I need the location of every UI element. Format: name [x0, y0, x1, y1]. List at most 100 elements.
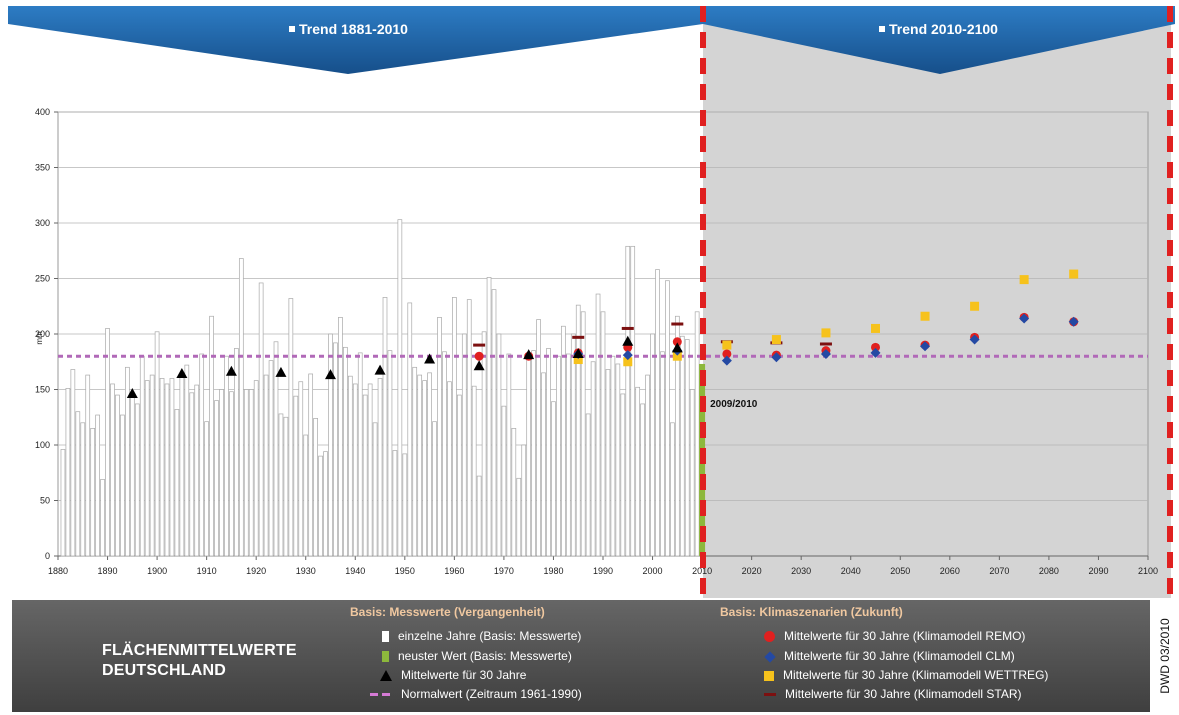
- annual-bar: [248, 389, 254, 557]
- y-tick-label: 150: [35, 385, 50, 395]
- annual-bar: [273, 341, 279, 557]
- yellow-square-icon: [764, 670, 774, 681]
- annual-bar: [115, 394, 120, 557]
- annual-bar: [134, 403, 140, 557]
- annual-bar: [407, 302, 413, 557]
- annual-bar: [570, 333, 576, 557]
- annual-bar: [437, 317, 442, 557]
- annual-bar: [90, 428, 96, 557]
- annual-bar: [546, 348, 551, 557]
- annual-bar: [80, 422, 86, 557]
- future-area-background: [703, 6, 1171, 598]
- annual-bar: [660, 351, 665, 557]
- legend-item-mean: Mittelwerte für 30 Jahre: [380, 667, 526, 683]
- annual-bar: [511, 428, 517, 557]
- annual-bar: [308, 373, 314, 557]
- annual-bar: [392, 450, 398, 557]
- annual-bar: [452, 297, 457, 557]
- annual-bar: [645, 374, 650, 557]
- annual-bar: [283, 416, 289, 557]
- annual-bar: [214, 400, 219, 557]
- x-tick-label: 1930: [296, 566, 316, 576]
- annual-bar: [531, 350, 536, 557]
- remo-marker: [672, 337, 682, 347]
- wettreg-marker: [920, 311, 930, 321]
- annual-bar: [521, 444, 527, 557]
- svg-text:Trend 1881-2010: Trend 1881-2010: [299, 21, 408, 37]
- star-marker: [621, 326, 634, 330]
- annual-bar: [684, 339, 690, 557]
- clm-marker: [820, 348, 831, 359]
- annual-bar: [199, 353, 205, 557]
- annual-bar: [590, 361, 596, 557]
- mean-triangle-marker: [671, 342, 683, 353]
- annual-bar: [417, 374, 423, 557]
- annual-bar: [238, 258, 244, 557]
- annual-bar: [219, 389, 224, 557]
- annual-bar: [144, 380, 150, 557]
- white-bar-icon: [382, 631, 389, 643]
- x-tick-label: 1920: [246, 566, 266, 576]
- annual-bar: [343, 346, 348, 557]
- annual-bar: [129, 394, 135, 557]
- annual-bar: [298, 381, 304, 557]
- annual-bar: [674, 315, 680, 557]
- wettreg-marker: [771, 335, 781, 345]
- annual-bar: [471, 385, 477, 557]
- annual-bar: [536, 319, 541, 557]
- annual-bar: [442, 351, 447, 557]
- x-tick-label: 2060: [940, 566, 960, 576]
- annual-bar: [164, 383, 170, 557]
- annual-bar: [461, 333, 467, 557]
- annual-bar: [526, 352, 532, 557]
- annual-bar: [85, 374, 91, 557]
- y-tick-label: 400: [35, 107, 50, 117]
- remo-marker: [474, 351, 484, 361]
- annual-bar: [323, 451, 328, 557]
- x-tick-label: 2010: [692, 566, 712, 576]
- annual-bar: [402, 453, 408, 557]
- legend-label-normal: Normalwert (Zeitraum 1961-1990): [401, 687, 582, 701]
- legend-label-mean: Mittelwerte für 30 Jahre: [401, 668, 527, 682]
- x-tick-label: 2070: [989, 566, 1009, 576]
- annual-bar: [575, 304, 581, 557]
- clm-marker: [1019, 313, 1030, 324]
- annual-bar: [650, 333, 655, 557]
- annual-bar: [694, 311, 700, 557]
- y-tick-label: 250: [35, 274, 50, 284]
- annual-bar: [595, 293, 601, 557]
- annual-bar: [313, 418, 318, 557]
- annual-bar: [159, 378, 165, 557]
- x-tick-label: 1960: [444, 566, 464, 576]
- x-tick-label: 2030: [791, 566, 811, 576]
- mean-triangle-marker: [275, 366, 287, 377]
- x-tick-label: 1980: [543, 566, 563, 576]
- y-tick-label: 50: [40, 496, 50, 506]
- wettreg-marker: [722, 340, 732, 350]
- annual-bar: [194, 384, 200, 557]
- x-tick-label: 1990: [593, 566, 613, 576]
- annual-bar: [125, 366, 130, 557]
- annual-bar: [278, 413, 284, 557]
- wettreg-marker: [970, 301, 980, 311]
- annual-bar: [610, 355, 616, 557]
- y-tick-label: 0: [45, 551, 50, 561]
- clm-marker: [721, 355, 732, 366]
- x-tick-label: 2100: [1138, 566, 1158, 576]
- annual-bar: [268, 360, 274, 557]
- annual-bar: [204, 421, 209, 557]
- annual-bar: [154, 331, 160, 557]
- legend-label-wettreg: Mittelwerte für 30 Jahre (Klimamodell WE…: [783, 668, 1049, 682]
- annual-bar: [422, 380, 427, 557]
- x-tick-label: 2040: [841, 566, 861, 576]
- star-marker: [473, 343, 486, 347]
- legend-label-star: Mittelwerte für 30 Jahre (Klimamodell ST…: [785, 687, 1022, 701]
- x-tick-label: 2020: [742, 566, 762, 576]
- annual-bar: [229, 391, 234, 557]
- banner-past: [8, 6, 703, 74]
- legend-past-heading: Basis: Messwerte (Vergangenheit): [350, 605, 545, 619]
- clm-marker: [920, 341, 931, 352]
- x-tick-label: 2000: [643, 566, 663, 576]
- annual-bar: [556, 355, 561, 557]
- green-bar-icon: [382, 651, 389, 663]
